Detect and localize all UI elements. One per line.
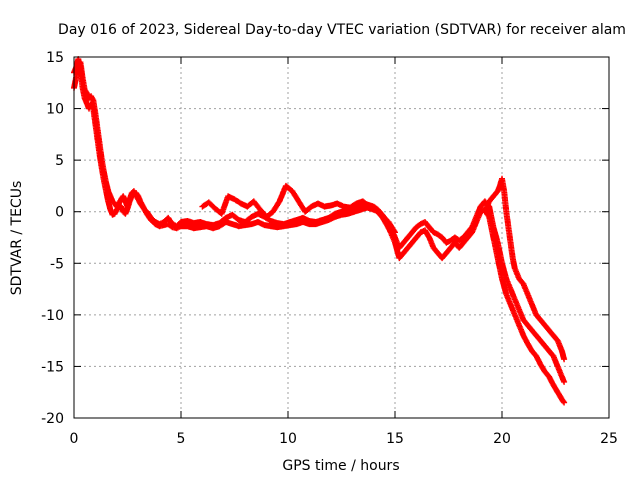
- y-tick-label: 0: [55, 205, 64, 221]
- chart-title: Day 016 of 2023, Sidereal Day-to-day VTE…: [58, 22, 626, 38]
- y-tick-label: -5: [50, 256, 64, 272]
- x-tick-label: 25: [600, 431, 618, 447]
- y-tick-label: -20: [41, 411, 64, 427]
- x-tick-label: 0: [70, 431, 79, 447]
- plot-frame: [73, 56, 610, 419]
- y-tick-label: 15: [46, 50, 64, 66]
- x-tick-label: 15: [386, 431, 404, 447]
- x-axis-title: GPS time / hours: [282, 458, 399, 474]
- y-tick-label: 10: [46, 102, 64, 118]
- x-tick-label: 10: [279, 431, 297, 447]
- x-tick-label: 20: [493, 431, 511, 447]
- x-tick-label: 5: [177, 431, 186, 447]
- y-tick-labels: -20 -15 -10 -5 0 5 10 15: [41, 50, 64, 427]
- y-tick-label: -10: [41, 308, 64, 324]
- x-tick-labels: 0 5 10 15 20 25: [70, 431, 618, 447]
- y-tick-label: 5: [55, 153, 64, 169]
- axis-ticks: [73, 56, 610, 419]
- y-axis-title: SDTVAR / TECUs: [9, 181, 25, 296]
- y-tick-label: -15: [41, 359, 64, 375]
- data-strand-markers: [199, 182, 398, 236]
- data-strand-markers: [481, 175, 568, 363]
